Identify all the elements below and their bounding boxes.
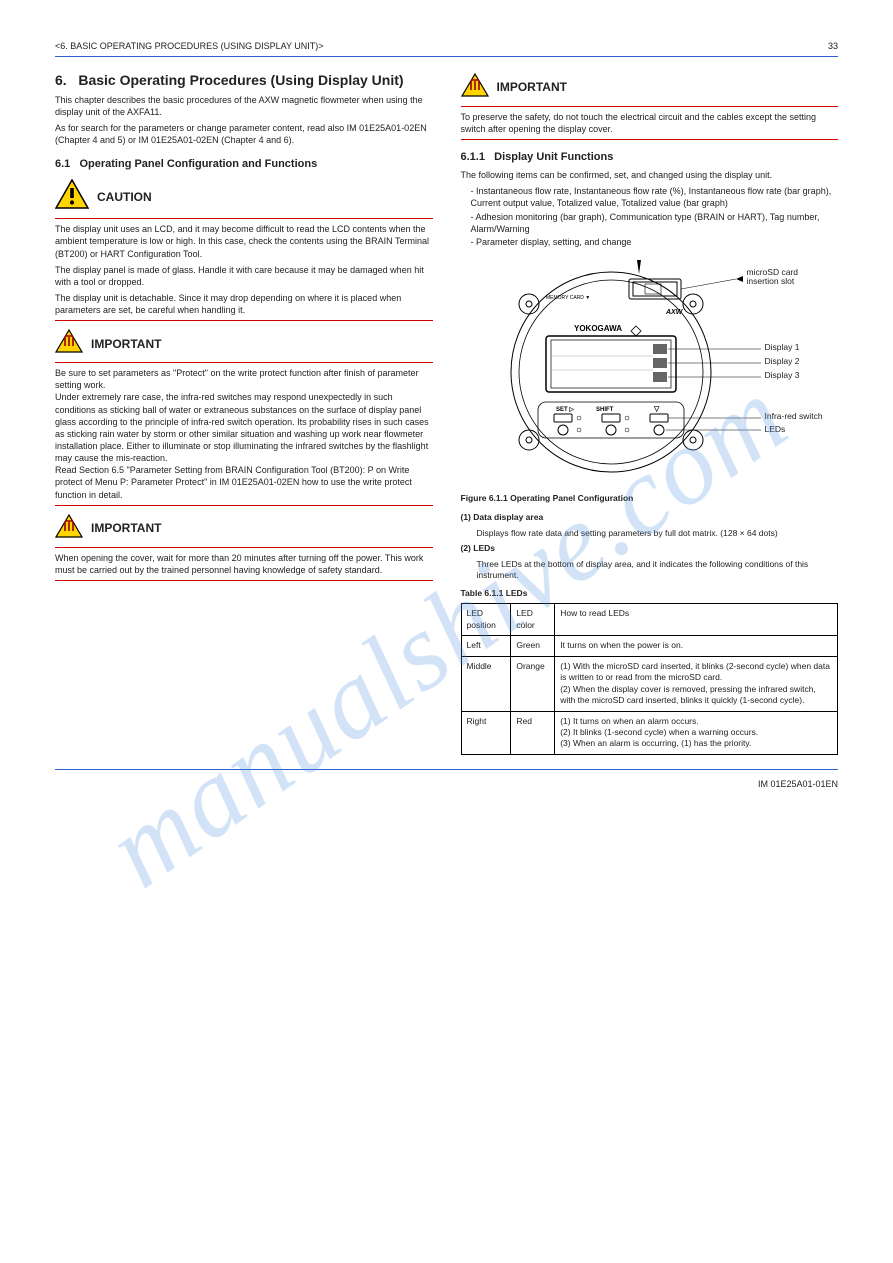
chapter-title: Basic Operating Procedures (Using Displa… <box>78 72 403 88</box>
section-6-1-1-title: Display Unit Functions <box>494 151 613 163</box>
important2-label: IMPORTANT <box>91 520 161 536</box>
caution-p3: The display unit is detachable. Since it… <box>55 292 433 316</box>
display-items-list: Instantaneous flow rate, Instantaneous f… <box>461 185 839 248</box>
important1-rule-bot <box>55 505 433 506</box>
figure-caption: Figure 6.1.1 Operating Panel Configurati… <box>461 493 839 504</box>
label-display3: Display 3 <box>765 371 800 380</box>
footer-right: IM 01E25A01-01EN <box>758 778 838 790</box>
cell: Right <box>461 711 511 754</box>
rule-top <box>55 56 838 57</box>
svg-text:SET ▷: SET ▷ <box>556 406 574 413</box>
svg-text:SHIFT: SHIFT <box>596 407 614 413</box>
panel-item-1-title: (1) Data display area <box>461 512 839 523</box>
important2-block: IMPORTANT When opening the cover, wait f… <box>55 514 433 581</box>
important3-label: IMPORTANT <box>497 79 567 95</box>
important3-block: IMPORTANT To preserve the safety, do not… <box>461 73 839 140</box>
important2-rule-bot <box>55 580 433 581</box>
figure-panel: MEMORY CARD ▼ AXW YOKOGAWA SET ▷ SHIFT ▽ <box>461 254 839 489</box>
important1-rule-top <box>55 362 433 363</box>
important3-rule-bot <box>461 139 839 140</box>
col-position: LED position <box>461 604 511 636</box>
rule-bottom <box>55 769 838 770</box>
header-right: 33 <box>828 40 838 52</box>
section-6-1-1: 6.1.1 Display Unit Functions <box>461 150 839 165</box>
column-left: 6. Basic Operating Procedures (Using Dis… <box>55 65 433 755</box>
section-6-1-1-no: 6.1.1 <box>461 151 485 163</box>
svg-text:▽: ▽ <box>653 406 660 413</box>
svg-text:AXW: AXW <box>665 309 684 316</box>
svg-text:MEMORY CARD ▼: MEMORY CARD ▼ <box>546 295 590 301</box>
label-display1: Display 1 <box>765 343 800 352</box>
important-icon <box>461 73 489 102</box>
label-display2: Display 2 <box>765 357 800 366</box>
label-card-slot: microSD card insertion slot <box>747 268 827 287</box>
cell: Red <box>511 711 555 754</box>
list-item: Parameter display, setting, and change <box>471 236 839 248</box>
table-caption: Table 6.1.1 LEDs <box>461 588 839 599</box>
list-item: Instantaneous flow rate, Instantaneous f… <box>471 185 839 209</box>
svg-text:YOKOGAWA: YOKOGAWA <box>574 324 622 333</box>
important2-body: When opening the cover, wait for more th… <box>55 552 433 576</box>
section-6-1-no: 6.1 <box>55 158 70 170</box>
table-row: Right Red (1) It turns on when an alarm … <box>461 711 838 754</box>
caution-label: CAUTION <box>97 189 152 205</box>
chapter-heading: 6. Basic Operating Procedures (Using Dis… <box>55 71 433 90</box>
table-row: Left Green It turns on when the power is… <box>461 636 838 656</box>
caution-p1: The display unit uses an LCD, and it may… <box>55 223 433 259</box>
important1-body: Be sure to set parameters as "Protect" o… <box>55 367 433 501</box>
label-ir-switch: Infra-red switch <box>765 412 823 421</box>
important3-rule-top <box>461 106 839 107</box>
panel-item-1-body: Displays flow rate data and setting para… <box>461 528 839 539</box>
cell: Orange <box>511 656 555 711</box>
caution-block: CAUTION The display unit uses an LCD, an… <box>55 179 433 321</box>
panel-item-2-body: Three LEDs at the bottom of display area… <box>461 559 839 582</box>
important2-rule-top <box>55 547 433 548</box>
chapter-no: 6. <box>55 72 67 88</box>
important1-block: IMPORTANT Be sure to set parameters as "… <box>55 329 433 505</box>
table-row: Middle Orange (1) With the microSD card … <box>461 656 838 711</box>
cell: Green <box>511 636 555 656</box>
section-6-1: 6.1 Operating Panel Configuration and Fu… <box>55 157 433 172</box>
led-table: LED position LED color How to read LEDs … <box>461 603 839 755</box>
intro-p2: As for search for the parameters or chan… <box>55 122 433 146</box>
header-left: <6. BASIC OPERATING PROCEDURES (USING DI… <box>55 40 324 52</box>
important-icon <box>55 514 83 543</box>
col-read: How to read LEDs <box>555 604 838 636</box>
display-intro: The following items can be confirmed, se… <box>461 169 839 181</box>
column-right: IMPORTANT To preserve the safety, do not… <box>461 65 839 755</box>
cell: Middle <box>461 656 511 711</box>
page-footer: IM 01E25A01-01EN <box>55 778 838 790</box>
important3-body: To preserve the safety, do not touch the… <box>461 111 839 135</box>
cell: (1) With the microSD card inserted, it b… <box>555 656 838 711</box>
cell: (1) It turns on when an alarm occurs. (2… <box>555 711 838 754</box>
col-color: LED color <box>511 604 555 636</box>
caution-icon <box>55 179 89 214</box>
important1-label: IMPORTANT <box>91 336 161 352</box>
important-icon <box>55 329 83 358</box>
list-item: Adhesion monitoring (bar graph), Communi… <box>471 211 839 235</box>
page-header: <6. BASIC OPERATING PROCEDURES (USING DI… <box>55 40 838 52</box>
caution-p2: The display panel is made of glass. Hand… <box>55 264 433 288</box>
section-6-1-title: Operating Panel Configuration and Functi… <box>79 158 317 170</box>
caution-rule-top <box>55 218 433 219</box>
intro-p1: This chapter describes the basic procedu… <box>55 94 433 118</box>
cell: Left <box>461 636 511 656</box>
caution-rule-bot <box>55 320 433 321</box>
label-leds: LEDs <box>765 425 786 434</box>
cell: It turns on when the power is on. <box>555 636 838 656</box>
panel-item-2-title: (2) LEDs <box>461 543 839 554</box>
